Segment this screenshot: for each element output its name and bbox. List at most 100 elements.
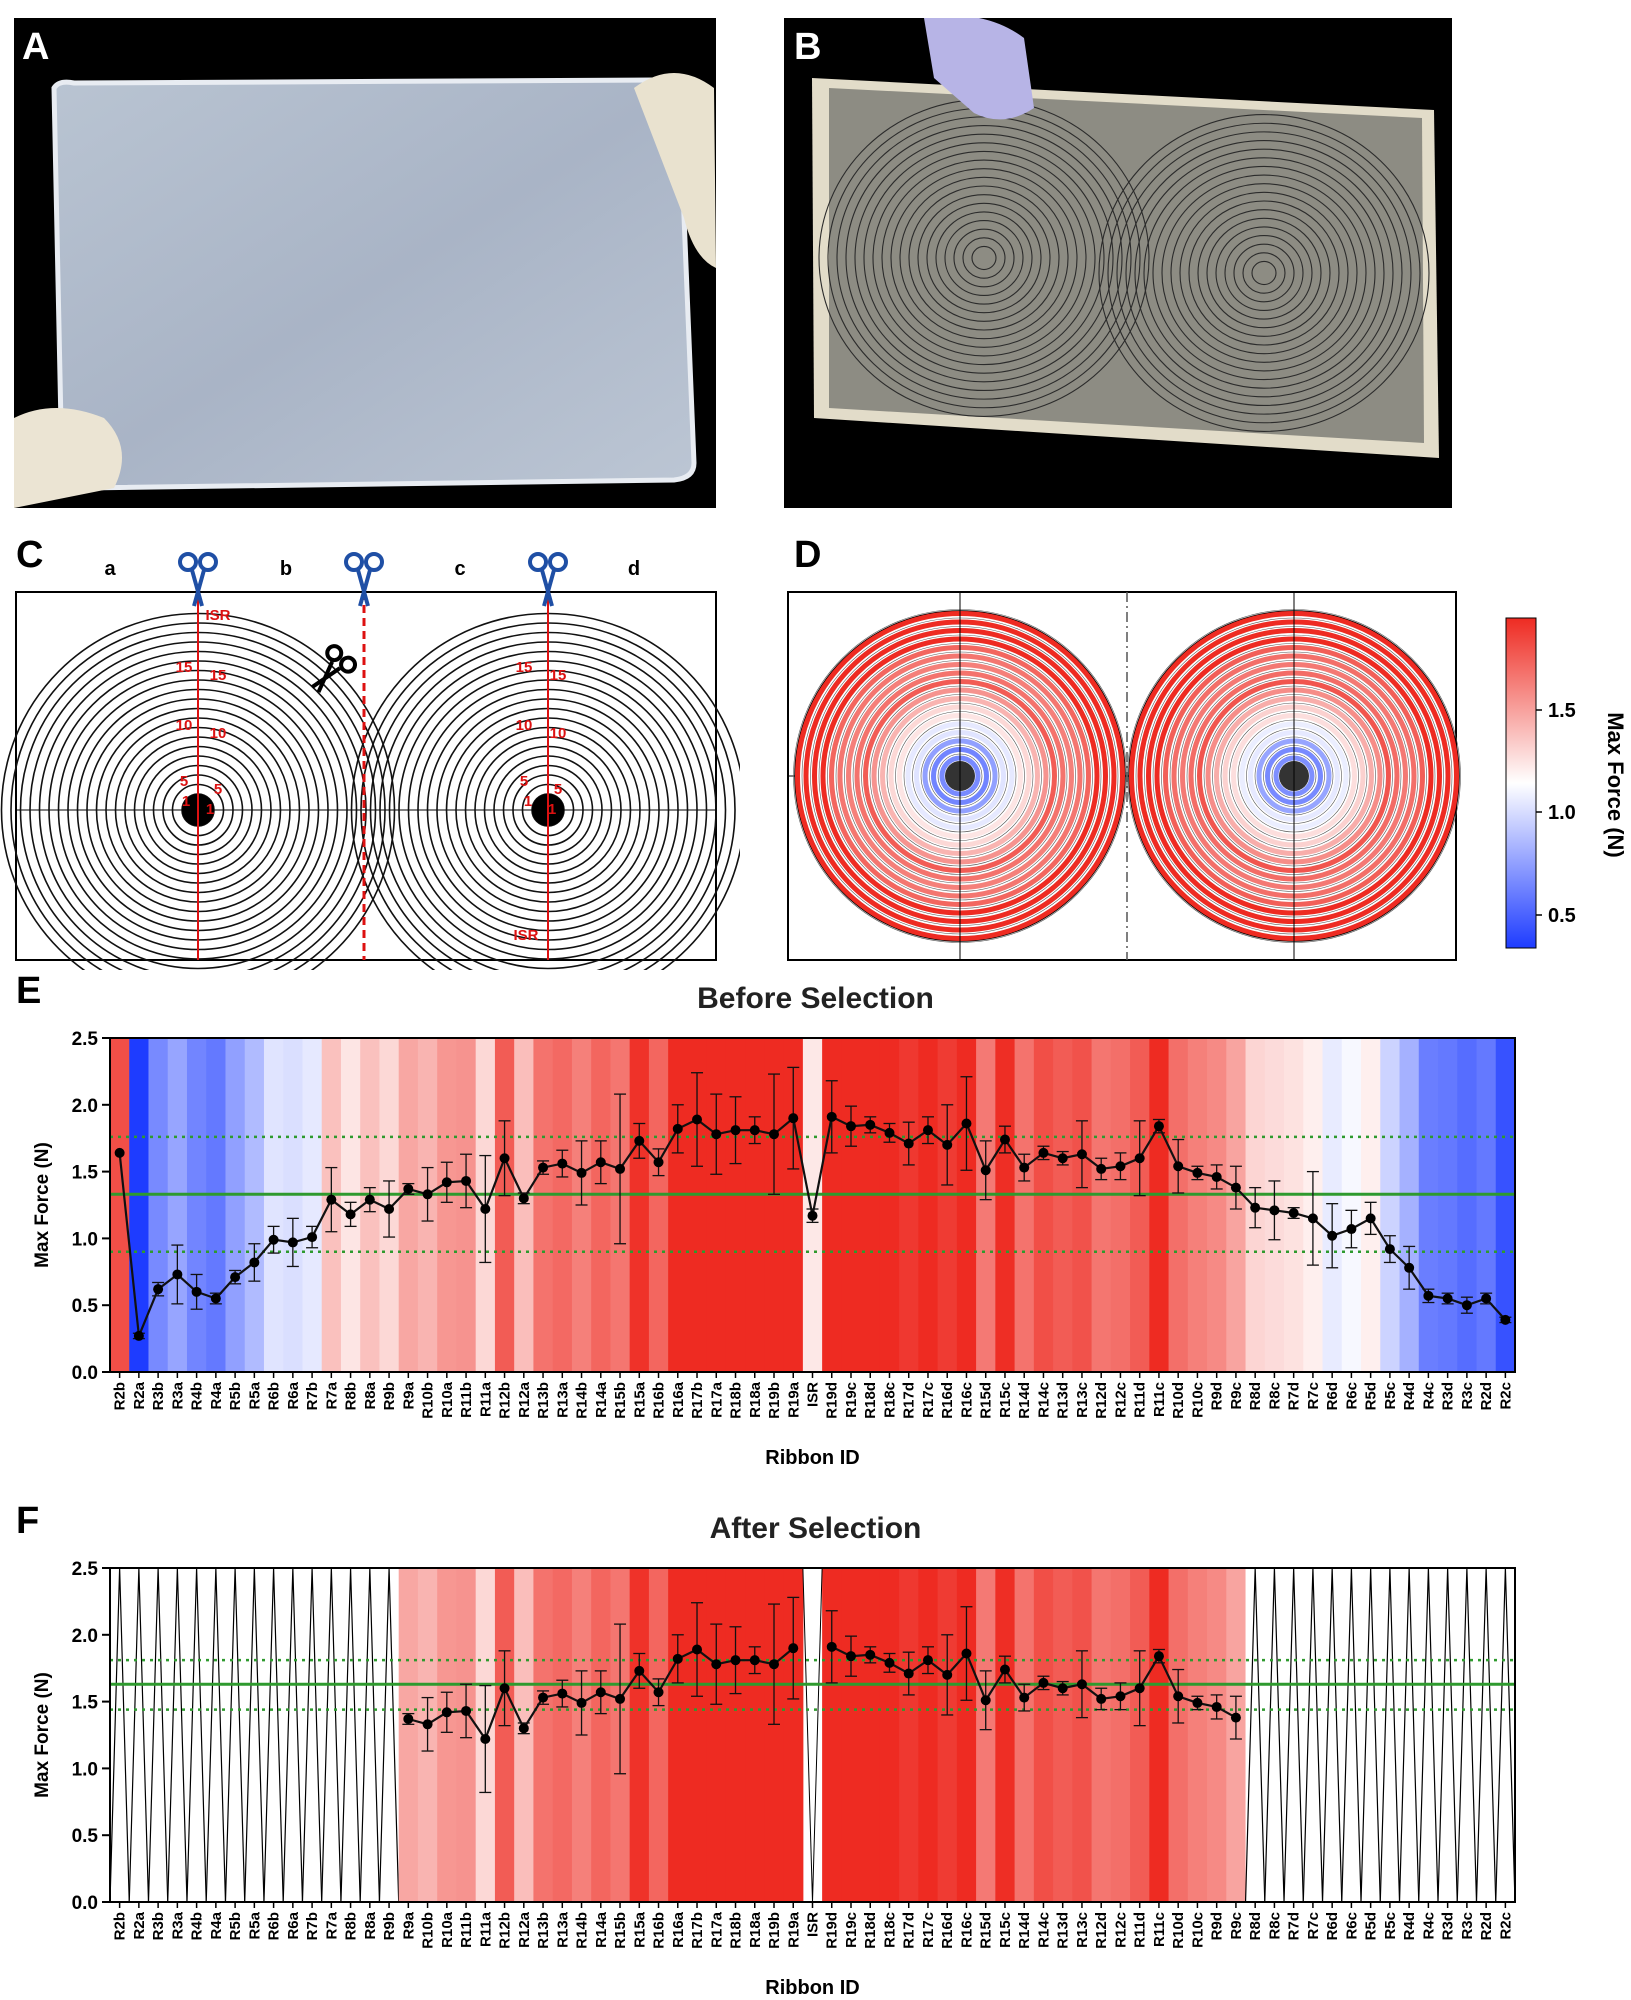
excluded-cell [1456, 1567, 1478, 1903]
data-point [499, 1683, 510, 1694]
heat-strip [1033, 1568, 1054, 1902]
data-point [1115, 1161, 1126, 1172]
x-tick-label: R6b [266, 1382, 283, 1410]
heat-strip [1418, 1038, 1439, 1372]
data-point [1076, 1679, 1087, 1690]
photo-spiral-ring [908, 185, 1060, 331]
data-point [692, 1644, 703, 1655]
data-point [307, 1232, 318, 1243]
x-tick-label: R18d [862, 1382, 879, 1419]
x-tick-label: R10a [439, 1911, 456, 1948]
data-point [999, 1664, 1010, 1675]
photo-spiral-ring [1134, 148, 1394, 398]
x-tick-label: R12b [497, 1382, 514, 1419]
photo-spiral-ring [1197, 209, 1331, 337]
x-tick-label: R5b [227, 1912, 244, 1940]
x-tick-label: R7a [323, 1381, 340, 1409]
data-point [1038, 1147, 1049, 1158]
heat-strip [1014, 1568, 1035, 1902]
heat-strip [899, 1038, 919, 1372]
x-tick-label: R7c [1305, 1912, 1322, 1940]
y-tick-label: 0.0 [72, 1363, 98, 1384]
data-point [345, 1209, 356, 1220]
heat-strip [725, 1038, 746, 1372]
x-tick-label: R19a [785, 1381, 802, 1418]
photo-spiral-ring [1116, 131, 1412, 415]
y-tick-label: 2.5 [72, 1029, 99, 1050]
x-tick-label: R10b [420, 1912, 437, 1949]
heat-strip [514, 1568, 534, 1902]
x-tick-label: R18c [881, 1912, 898, 1948]
x-tick-label: R16c [958, 1912, 975, 1948]
data-point [922, 1125, 933, 1136]
x-tick-label: R5c [1382, 1382, 1399, 1410]
heat-strip [167, 1038, 188, 1372]
heat-strip [629, 1038, 650, 1372]
x-tick-label: R7d [1286, 1912, 1303, 1940]
heat-strip [129, 1038, 149, 1372]
x-tick-label: R11c [1151, 1382, 1168, 1417]
data-point [942, 1139, 953, 1150]
ring-label: 5 [554, 781, 562, 798]
section-label-a: a [104, 558, 116, 580]
data-point [615, 1163, 626, 1174]
chart-title-before: Before Selection [697, 982, 934, 1015]
heat-strip [1399, 1038, 1420, 1372]
heat-strip [764, 1038, 785, 1372]
x-tick-label: R9a [400, 1911, 417, 1939]
heat-strip [995, 1568, 1016, 1902]
x-tick-label: R17c [920, 1912, 937, 1948]
y-tick-label: 0.5 [72, 1296, 99, 1317]
x-tick-label: R5d [1363, 1912, 1380, 1940]
x-tick-label: R2d [1478, 1912, 1495, 1940]
photo-spiral-ring [1224, 235, 1304, 311]
heat-strip [244, 1038, 265, 1372]
excluded-cell [359, 1567, 381, 1903]
data-point [441, 1177, 452, 1188]
ring-label: 5 [214, 781, 222, 798]
heat-strip [1149, 1038, 1170, 1372]
photo-spiral-ring [917, 194, 1051, 322]
photo-spiral-ring [971, 245, 997, 271]
y-tick-label: 1.0 [72, 1759, 98, 1780]
x-tick-label: R17d [901, 1382, 918, 1419]
heat-strip [1110, 1568, 1131, 1902]
heat-strip [533, 1038, 554, 1372]
data-point [191, 1286, 202, 1297]
heat-strip [1149, 1568, 1170, 1902]
x-tick-label: R15d [978, 1912, 995, 1949]
excluded-cell [224, 1567, 246, 1903]
heat-strip [110, 1038, 130, 1372]
data-point [1057, 1153, 1068, 1164]
data-point [1442, 1293, 1453, 1304]
x-tick-label: R6a [285, 1911, 302, 1939]
heat-strip [1091, 1568, 1112, 1902]
data-point [711, 1129, 722, 1140]
photo-spiral-ring [944, 220, 1024, 296]
photo-spiral-ring [1215, 226, 1313, 320]
photo-spiral-ring [1098, 114, 1430, 432]
panel-label-f: F [16, 1500, 40, 1542]
x-tick-label: R17a [708, 1911, 725, 1948]
heat-strip [956, 1038, 977, 1372]
x-tick-label: R18d [862, 1912, 879, 1949]
x-tick-label: R15b [612, 1382, 629, 1419]
heat-strip [148, 1038, 169, 1372]
data-point [807, 1210, 818, 1221]
x-tick-label: R2b [112, 1382, 129, 1410]
y-tick-label: 1.5 [72, 1163, 99, 1184]
x-tick-label: R3d [1440, 1912, 1457, 1940]
ring-label: 1 [548, 801, 556, 818]
x-tick-label: R8c [1266, 1912, 1283, 1940]
x-tick-label: R15a [631, 1911, 648, 1948]
x-tick-label: R7c [1305, 1382, 1322, 1410]
ring-label: 5 [520, 773, 528, 790]
x-tick-label: R13d [1055, 1382, 1072, 1419]
heat-strip [918, 1038, 939, 1372]
data-point [230, 1272, 241, 1283]
heat-strip [956, 1568, 977, 1902]
x-tick-label: R12a [516, 1381, 533, 1418]
data-point [1230, 1712, 1241, 1723]
